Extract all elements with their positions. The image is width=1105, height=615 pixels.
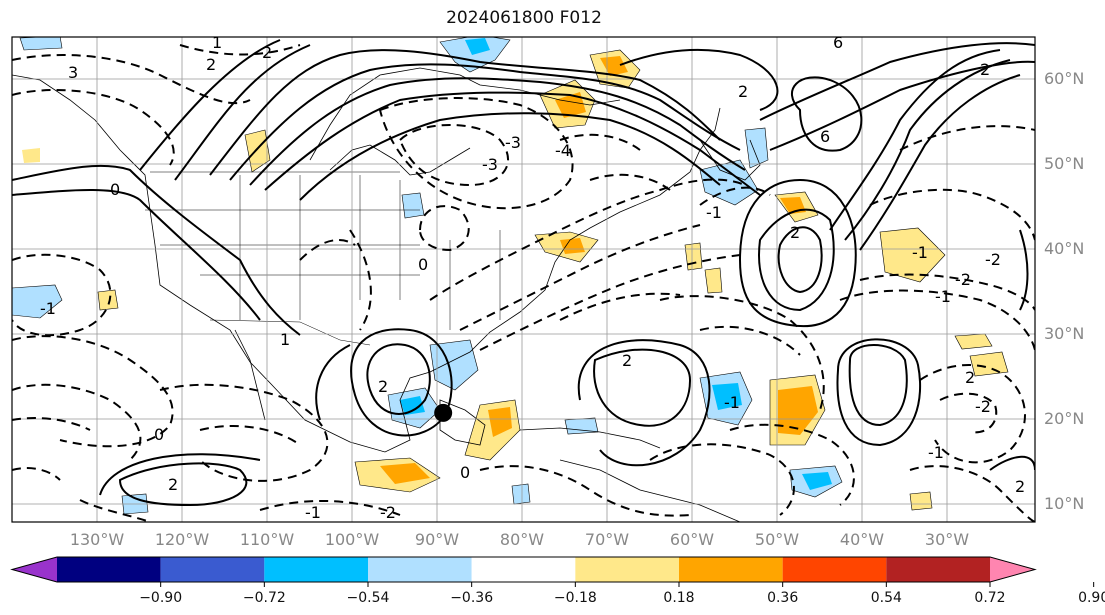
lat-label-50: 50°N <box>1044 154 1084 173</box>
latitude-labels: 60°N 50°N 40°N 30°N 20°N 10°N <box>1044 69 1084 513</box>
lon-label-70w: 70°W <box>585 530 629 549</box>
colorbar-segment <box>57 557 161 582</box>
contour-label: -1 <box>40 299 56 318</box>
longitude-labels: 130°W 120°W 110°W 100°W 90°W 80°W 70°W 6… <box>70 530 969 549</box>
lat-label-30: 30°N <box>1044 324 1084 343</box>
colorbar-segment <box>264 557 368 582</box>
lon-label-80w: 80°W <box>500 530 544 549</box>
contour-label: 2 <box>965 368 975 387</box>
lon-label-130w: 130°W <box>70 530 125 549</box>
colorbar-segment <box>471 557 576 582</box>
contour-label: 2 <box>262 43 272 62</box>
lon-label-40w: 40°W <box>840 530 884 549</box>
contour-label: 0 <box>110 180 120 199</box>
contour-label: 0 <box>154 425 164 444</box>
map-title: 2024061800 F012 <box>446 8 602 28</box>
lon-label-110w: 110°W <box>240 530 295 549</box>
lon-label-100w: 100°W <box>325 530 380 549</box>
contour-label: 1 <box>212 33 222 52</box>
shaded-anomalies <box>12 37 1009 515</box>
contour-label: -1 <box>912 243 928 262</box>
colorbar-tick-label: 0.54 <box>871 590 902 606</box>
lat-label-10: 10°N <box>1044 494 1084 513</box>
contour-label: 2 <box>168 475 178 494</box>
lon-label-120w: 120°W <box>155 530 210 549</box>
storm-center-marker <box>434 403 453 422</box>
lon-label-90w: 90°W <box>415 530 459 549</box>
lon-label-60w: 60°W <box>670 530 714 549</box>
contour-label: -2 <box>955 270 971 289</box>
colorbar-arrow-low <box>12 557 57 582</box>
colorbar-tick-label: 0.18 <box>663 590 694 606</box>
contour-label: 0 <box>460 463 470 482</box>
contour-label: 6 <box>833 33 843 52</box>
lon-label-30w: 30°W <box>925 530 969 549</box>
colorbar-segment <box>160 557 265 582</box>
contour-label: 2 <box>738 82 748 101</box>
lat-label-20: 20°N <box>1044 409 1084 428</box>
contour-label: 6 <box>820 127 830 146</box>
lon-label-50w: 50°W <box>755 530 799 549</box>
colorbar-segment <box>368 557 472 582</box>
dashed-contours <box>12 44 1035 522</box>
colorbar-arrow-high <box>990 557 1035 582</box>
colorbar-tick-label: −0.54 <box>347 590 390 606</box>
colorbar-segment <box>679 557 783 582</box>
contour-label: 0 <box>418 255 428 274</box>
contour-label: 2 <box>980 60 990 79</box>
contour-label: -3 <box>505 133 521 152</box>
contour-label: -2 <box>985 250 1001 269</box>
colorbar-tick-label: 0.72 <box>974 590 1005 606</box>
contour-label: -1 <box>305 503 321 522</box>
gridlines <box>12 37 1035 522</box>
political-borders <box>145 171 501 346</box>
contour-label: 2 <box>378 377 388 396</box>
contour-label: -2 <box>380 503 396 522</box>
lat-label-40: 40°N <box>1044 239 1084 258</box>
colorbar-segment <box>886 557 990 582</box>
colorbar-outline <box>10 556 1037 583</box>
contour-label: -3 <box>482 155 498 174</box>
colorbar-segment <box>782 557 887 582</box>
solid-contours <box>12 39 1035 507</box>
colorbar-tick-label: 0.36 <box>767 590 798 606</box>
contour-label: 3 <box>68 63 78 82</box>
contour-label: 1 <box>280 330 290 349</box>
map-frame <box>11 36 1036 523</box>
contour-label: -2 <box>975 397 991 416</box>
colorbar-tick-label: −0.36 <box>450 590 493 606</box>
coastlines <box>12 67 761 522</box>
colorbar-tick-label: 0.90 <box>1078 590 1105 606</box>
contour-label: -1 <box>935 287 951 306</box>
colorbar: −0.90 −0.72 −0.54 −0.36 −0.18 0.18 0.36 0.54 0.7… <box>10 556 1105 606</box>
colorbar-tick-label: −0.72 <box>243 590 286 606</box>
contour-label: -1 <box>724 393 740 412</box>
colorbar-segment <box>575 557 679 582</box>
contour-labels: 2 3 2 1 6 2 6 -3 -4 2 -3 2 0 -1 -1 0 0 -… <box>40 33 1025 522</box>
lat-label-60: 60°N <box>1044 69 1084 88</box>
contour-label: -1 <box>706 203 722 222</box>
contour-label: 2 <box>622 351 632 370</box>
contour-label: -4 <box>555 141 571 160</box>
contour-label: 2 <box>206 55 216 74</box>
contour-label: -1 <box>928 443 944 462</box>
colorbar-tick-label: −0.90 <box>139 590 182 606</box>
colorbar-tick-label: −0.18 <box>554 590 597 606</box>
contour-label: 2 <box>790 223 800 242</box>
contour-label: 2 <box>1015 477 1025 496</box>
